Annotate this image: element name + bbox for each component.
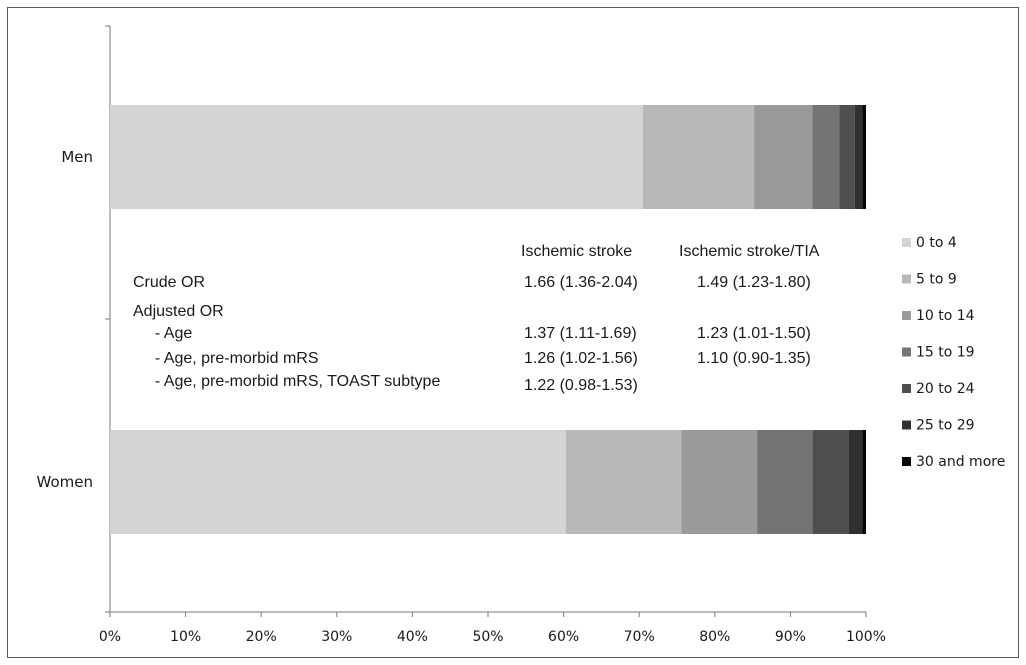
legend-swatch — [902, 347, 911, 357]
bar-segment-women-1 — [110, 430, 566, 534]
legend-swatch — [902, 274, 911, 284]
bar-segment-men-2 — [642, 105, 755, 209]
y-tick-label-women: Women — [37, 473, 93, 491]
legend-label: 20 to 24 — [916, 381, 975, 397]
header-ischemic-stroke: Ischemic stroke — [521, 243, 633, 260]
bar-segment-women-7 — [862, 430, 866, 534]
bar-segment-men-5 — [839, 105, 855, 209]
bar-segment-men-1 — [110, 105, 643, 209]
x-tick-label: 20% — [246, 629, 277, 645]
legend-label: 0 to 4 — [916, 235, 957, 251]
row-age-mrs-col2: 1.10 (0.90-1.35) — [697, 350, 811, 367]
bar-segment-women-6 — [848, 430, 863, 534]
header-ischemic-stroke-tia: Ischemic stroke/TIA — [679, 243, 820, 260]
row-label-age-mrs-toast: - Age, pre-morbid mRS, TOAST subtype — [146, 373, 441, 390]
row-age-mrs-toast-col1: 1.22 (0.98-1.53) — [524, 377, 638, 394]
row-crude-or-col2: 1.49 (1.23-1.80) — [697, 274, 811, 291]
x-tick-label: 40% — [397, 629, 428, 645]
legend-label: 25 to 29 — [916, 418, 975, 434]
legend-label: 15 to 19 — [916, 345, 975, 361]
legend-swatch — [902, 420, 911, 430]
x-tick-label: 10% — [170, 629, 201, 645]
x-tick-label: 30% — [321, 629, 352, 645]
row-crude-or-col1: 1.66 (1.36-2.04) — [524, 274, 638, 291]
legend-label: 5 to 9 — [916, 272, 957, 288]
x-tick-label: 60% — [548, 629, 579, 645]
x-tick-label: 90% — [775, 629, 806, 645]
x-tick-label: 100% — [846, 629, 886, 645]
bar-segment-men-4 — [812, 105, 840, 209]
bar-segment-men-3 — [754, 105, 813, 209]
bar-segment-women-5 — [812, 430, 849, 534]
row-age-col1: 1.37 (1.11-1.69) — [524, 325, 637, 342]
row-label-adjusted-or: Adjusted OR — [133, 303, 224, 320]
y-tick-label-men: Men — [61, 148, 93, 166]
bar-segment-men-6 — [854, 105, 863, 209]
bar-segment-men-7 — [862, 105, 866, 209]
bar-segment-women-4 — [757, 430, 813, 534]
row-label-age: - Age — [146, 325, 193, 342]
bar-segment-women-3 — [681, 430, 758, 534]
row-label-crude-or: Crude OR — [133, 274, 206, 291]
x-tick-label: 50% — [472, 629, 503, 645]
legend-swatch — [902, 384, 911, 393]
legend-label: 30 and more — [916, 454, 1005, 470]
legend-label: 10 to 14 — [916, 308, 975, 324]
x-tick-label: 80% — [699, 629, 730, 645]
legend-swatch — [902, 311, 911, 320]
row-age-col2: 1.23 (1.01-1.50) — [697, 325, 811, 342]
x-tick-label: 70% — [624, 629, 655, 645]
x-tick-label: 0% — [99, 629, 121, 645]
row-label-age-mrs: - Age, pre-morbid mRS — [146, 350, 319, 367]
legend-swatch — [902, 238, 911, 247]
bar-segment-women-2 — [565, 430, 682, 534]
legend-swatch — [902, 457, 911, 466]
row-age-mrs-col1: 1.26 (1.02-1.56) — [524, 350, 638, 367]
